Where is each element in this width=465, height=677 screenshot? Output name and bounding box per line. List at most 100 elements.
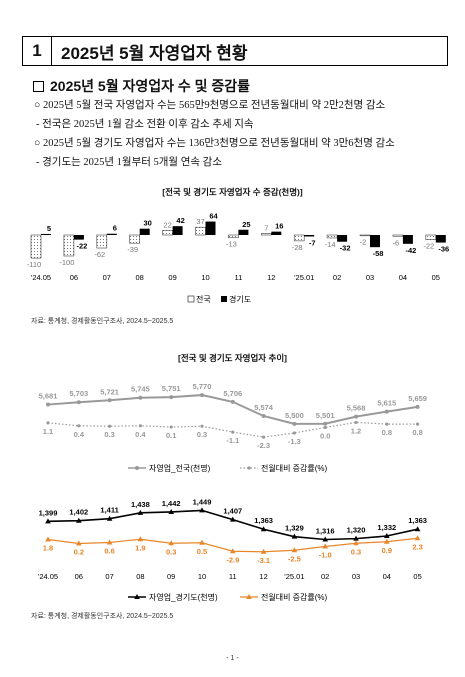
data-point-rate bbox=[46, 421, 50, 425]
bar-gyeonggi bbox=[238, 229, 249, 235]
bar-label-national: 7 bbox=[264, 224, 268, 233]
data-point-rate bbox=[45, 536, 51, 542]
legend-swatch-national bbox=[187, 295, 195, 303]
data-point-rate bbox=[385, 422, 389, 426]
data-label-main: 5,500 bbox=[285, 411, 304, 420]
data-label-main: 5,706 bbox=[223, 389, 242, 398]
legend-label-main: 자영업_전국(천명) bbox=[149, 463, 211, 473]
x-tick-label: 07 bbox=[103, 273, 111, 282]
bar-national bbox=[425, 234, 437, 240]
national-line-chart: 5,681 5,703 5,721 5,745 5,751 5,770 5,706 5,574… bbox=[39, 382, 427, 473]
source-note-1: 자료: 통계청, 경제활동인구조사, 2024.5~2025.5 bbox=[31, 318, 174, 325]
data-point-rate bbox=[231, 430, 235, 434]
x-tick-label: 07 bbox=[105, 572, 113, 581]
bar-label-gyeonggi: 64 bbox=[209, 212, 218, 221]
bar-gyeonggi bbox=[73, 235, 84, 240]
data-label-main: 1,438 bbox=[131, 500, 150, 509]
bar-label-national: -2 bbox=[360, 237, 367, 246]
bar-gyeonggi bbox=[435, 235, 446, 243]
bar-label-national: 37 bbox=[196, 217, 204, 226]
data-point-rate bbox=[137, 536, 144, 542]
data-label-rate: 1.9 bbox=[135, 543, 145, 552]
data-point-main bbox=[260, 526, 267, 532]
data-point-rate bbox=[292, 431, 296, 435]
bar-gyeonggi bbox=[139, 228, 150, 235]
data-point-main bbox=[354, 414, 358, 419]
data-label-rate: 1.8 bbox=[43, 544, 53, 553]
section-number: 1 bbox=[23, 37, 52, 65]
data-point-main bbox=[292, 421, 297, 426]
bar-label-national: -14 bbox=[325, 240, 336, 249]
x-tick-label: 02 bbox=[333, 273, 341, 282]
data-label-rate: 2.3 bbox=[412, 542, 422, 551]
x-tick-label: 12 bbox=[267, 273, 275, 282]
bar-national bbox=[162, 230, 173, 236]
data-label-rate: 0.1 bbox=[166, 431, 176, 440]
data-point-main bbox=[168, 508, 174, 514]
bar-chart-title: [전국 및 경기도 자영업자 수 증감(천명)] bbox=[162, 187, 303, 197]
bar-national bbox=[129, 234, 140, 244]
legend-marker-main bbox=[135, 466, 139, 470]
data-label-rate: -3.1 bbox=[257, 556, 270, 565]
data-point-main bbox=[106, 515, 113, 521]
data-label-main: 5,770 bbox=[193, 382, 212, 391]
bar-label-gyeonggi: -58 bbox=[373, 249, 384, 258]
data-label-rate: 0.3 bbox=[351, 547, 361, 556]
data-point-rate bbox=[108, 424, 112, 428]
data-label-rate: 0.3 bbox=[166, 547, 176, 556]
data-point-rate bbox=[199, 539, 205, 545]
bar-label-gyeonggi: 5 bbox=[47, 224, 51, 233]
data-label-rate: 0.3 bbox=[197, 430, 207, 439]
legend-label-national: 전국 bbox=[196, 294, 211, 304]
data-label-main: 5,659 bbox=[408, 394, 427, 403]
data-label-rate: 0.5 bbox=[197, 547, 207, 556]
bar-national bbox=[326, 234, 338, 239]
subheading: 2025년 5월 자영업자 수 및 증감률 bbox=[33, 76, 250, 96]
data-point-main bbox=[414, 526, 421, 532]
data-point-main bbox=[322, 536, 328, 542]
data-label-main: 1,449 bbox=[193, 497, 212, 506]
legend-label-gyeonggi: 경기도 bbox=[229, 294, 251, 304]
data-label-main: 1,329 bbox=[285, 524, 304, 533]
legend-marker-main bbox=[134, 594, 140, 599]
x-tick-label: 03 bbox=[352, 572, 360, 581]
x-tick-label: '25.01 bbox=[284, 572, 304, 581]
data-label-main: 1,411 bbox=[100, 506, 118, 515]
bar-national bbox=[359, 234, 371, 237]
data-label-main: 1,332 bbox=[377, 523, 396, 532]
gyeonggi-line-chart: 1,399 1,402 1,411 1,438 1,442 1,449 1,407 1,363… bbox=[38, 497, 427, 602]
data-label-main: 5,721 bbox=[100, 387, 119, 396]
data-point-rate bbox=[200, 424, 204, 428]
data-label-main: 5,501 bbox=[316, 411, 335, 420]
bar-label-gyeonggi: -42 bbox=[405, 246, 416, 255]
data-label-main: 1,316 bbox=[316, 527, 335, 536]
data-label-rate: 0.8 bbox=[412, 428, 422, 437]
data-label-rate: 0.6 bbox=[104, 547, 114, 556]
bar-label-gyeonggi: -22 bbox=[76, 242, 87, 251]
bar-national bbox=[392, 234, 404, 237]
bar-gyeonggi bbox=[205, 221, 216, 235]
bar-national bbox=[260, 233, 272, 236]
data-label-main: 1,407 bbox=[223, 507, 242, 516]
data-label-rate: -2.3 bbox=[257, 441, 270, 450]
bullet-2: - 전국은 2025년 1월 감소 전환 이후 감소 추세 지속 bbox=[36, 119, 254, 130]
data-point-main bbox=[76, 400, 81, 405]
bar-label-national: -62 bbox=[94, 250, 105, 259]
data-point-rate bbox=[169, 425, 173, 429]
legend-swatch-gyeonggi bbox=[221, 296, 227, 302]
data-label-rate: 0.4 bbox=[74, 430, 85, 439]
bar-national bbox=[228, 234, 239, 239]
bar-national bbox=[195, 226, 206, 236]
x-tick-label: 09 bbox=[168, 273, 176, 282]
data-point-rate bbox=[168, 540, 174, 546]
data-label-main: 1,402 bbox=[69, 508, 88, 517]
bar-label-gyeonggi: 25 bbox=[242, 220, 250, 229]
data-point-rate bbox=[291, 547, 298, 553]
bar-gyeonggi bbox=[41, 233, 51, 235]
bar-label-gyeonggi: 42 bbox=[176, 216, 184, 225]
bar-gyeonggi bbox=[370, 235, 380, 248]
data-point-main bbox=[45, 518, 51, 524]
data-point-main bbox=[415, 404, 420, 409]
data-label-rate: -1.0 bbox=[319, 551, 332, 560]
